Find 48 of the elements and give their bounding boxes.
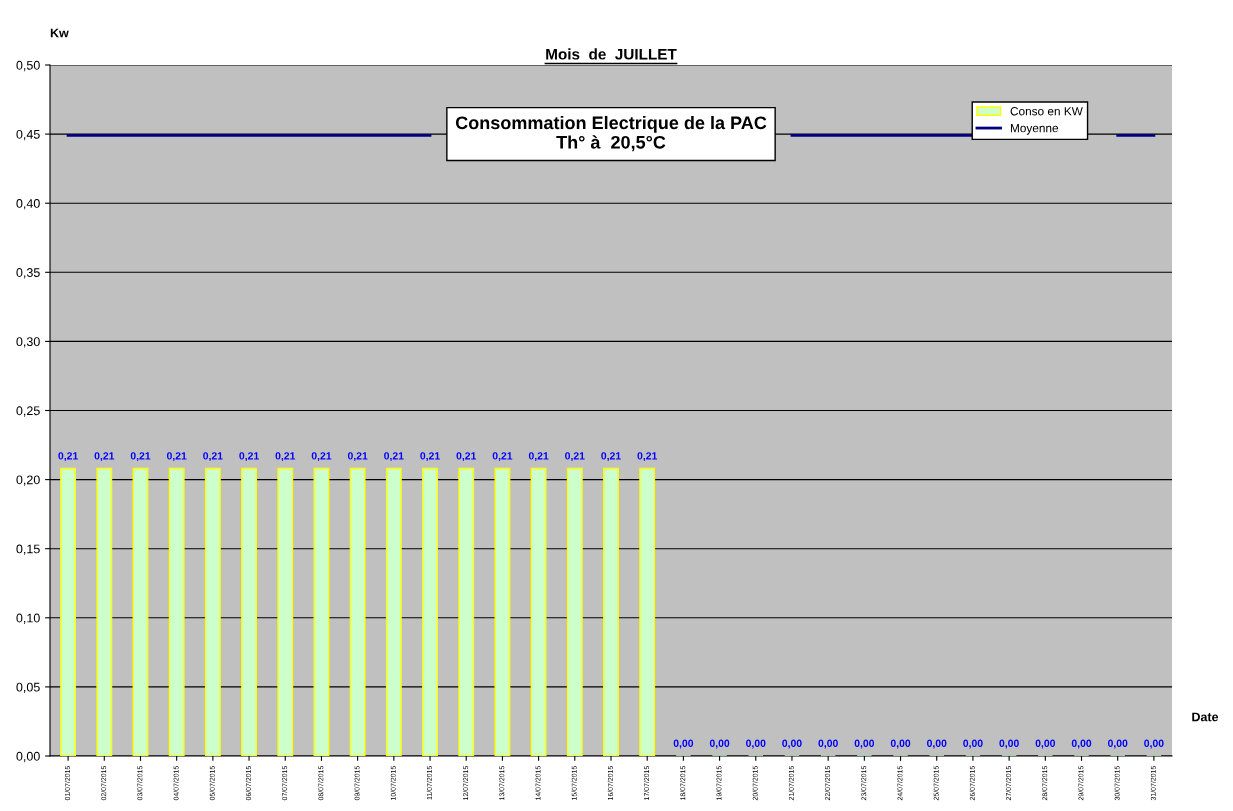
chart-title: Mois de JUILLET bbox=[546, 48, 677, 60]
data-label: 0,21 bbox=[565, 452, 585, 462]
data-label: 0,00 bbox=[709, 739, 730, 749]
data-label: 0,21 bbox=[384, 452, 404, 462]
y-axis-title: Kw bbox=[50, 28, 69, 38]
data-label: 0,21 bbox=[528, 452, 549, 462]
data-label: 0,00 bbox=[782, 739, 802, 749]
data-label: 0,21 bbox=[58, 452, 78, 462]
data-label: 0,00 bbox=[890, 739, 911, 749]
y-tick-label: 0,10 bbox=[16, 613, 40, 624]
y-tick-label: 0,50 bbox=[16, 60, 40, 72]
data-label: 0,00 bbox=[673, 739, 694, 749]
y-tick-label: 0,25 bbox=[16, 406, 40, 417]
y-tick-label: 0,45 bbox=[16, 129, 40, 141]
data-label: 0,21 bbox=[347, 452, 368, 462]
y-tick-label: 0,30 bbox=[16, 337, 40, 348]
data-label: 0,21 bbox=[130, 452, 151, 462]
legend-label: Moyenne bbox=[1010, 124, 1059, 135]
data-label: 0,21 bbox=[456, 452, 477, 462]
data-label: 0,21 bbox=[94, 452, 115, 462]
data-label: 0,00 bbox=[1035, 739, 1056, 749]
data-label: 0,00 bbox=[963, 739, 983, 749]
data-label: 0,00 bbox=[746, 739, 766, 749]
y-tick-label: 0,40 bbox=[16, 199, 40, 210]
data-label: 0,21 bbox=[203, 452, 223, 462]
y-tick-label: 0,15 bbox=[16, 544, 40, 555]
data-label: 0,21 bbox=[637, 452, 658, 462]
y-tick-label: 0,20 bbox=[16, 475, 40, 486]
y-tick-label: 0,05 bbox=[16, 682, 40, 694]
data-label: 0,00 bbox=[999, 739, 1019, 749]
legend-label: Conso en KW bbox=[1010, 107, 1083, 116]
data-label: 0,21 bbox=[492, 452, 513, 462]
text: Consommation Electrique de la PAC Th° à 20,5°C bbox=[455, 115, 767, 152]
y-tick-label: 0,35 bbox=[16, 268, 40, 279]
data-label: 0,00 bbox=[854, 739, 875, 749]
x-axis-title: Date bbox=[1192, 712, 1219, 722]
data-label: 0,00 bbox=[1144, 739, 1164, 749]
y-tick-label: 0,00 bbox=[16, 751, 40, 763]
data-label: 0,21 bbox=[311, 452, 332, 462]
data-label: 0,00 bbox=[927, 739, 947, 749]
data-label: 0,00 bbox=[1107, 739, 1128, 749]
data-label: 0,00 bbox=[818, 739, 838, 749]
data-label: 0,21 bbox=[275, 452, 296, 462]
data-label: 0,21 bbox=[601, 452, 621, 462]
data-label: 0,21 bbox=[420, 452, 440, 462]
data-label: 0,21 bbox=[239, 452, 259, 462]
data-label: 0,00 bbox=[1071, 739, 1092, 749]
data-label: 0,21 bbox=[166, 452, 187, 462]
